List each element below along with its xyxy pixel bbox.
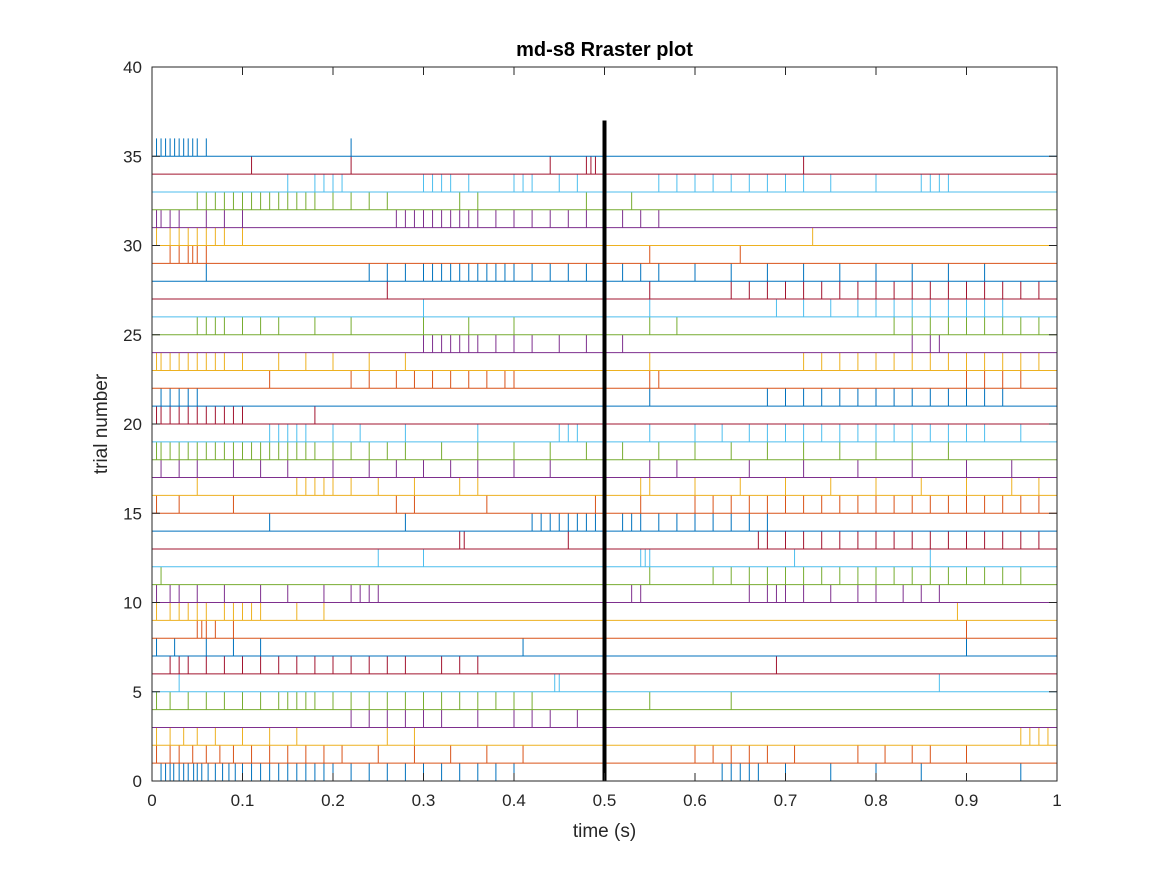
x-tick-label: 0.9 [955, 791, 979, 810]
y-tick-label: 10 [123, 594, 142, 613]
x-tick-label: 0.6 [683, 791, 707, 810]
x-tick-label: 0.5 [593, 791, 617, 810]
x-tick-label: 0.3 [412, 791, 436, 810]
y-tick-label: 15 [123, 504, 142, 523]
y-tick-label: 35 [123, 147, 142, 166]
y-tick-label: 0 [133, 772, 142, 791]
x-tick-label: 0.8 [864, 791, 888, 810]
x-axis-label: time (s) [573, 821, 636, 842]
x-tick-label: 0.2 [321, 791, 345, 810]
x-tick-label: 0.4 [502, 791, 526, 810]
y-tick-label: 25 [123, 326, 142, 345]
y-tick-label: 40 [123, 58, 142, 77]
y-axis-label: trial number [91, 373, 112, 474]
chart-title: md-s8 Rraster plot [516, 39, 693, 61]
x-tick-label: 0 [147, 791, 156, 810]
x-tick-label: 0.7 [774, 791, 798, 810]
y-tick-label: 20 [123, 415, 142, 434]
trial-19 [152, 441, 1057, 461]
y-tick-label: 30 [123, 237, 142, 256]
x-tick-label: 0.1 [231, 791, 255, 810]
y-tick-label: 5 [133, 683, 142, 702]
x-tick-label: 1 [1052, 791, 1061, 810]
